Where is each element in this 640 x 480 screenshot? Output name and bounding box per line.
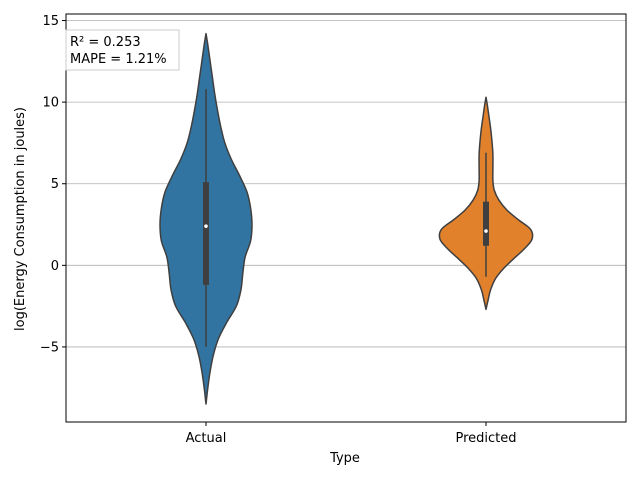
y-axis-label: log(Energy Consumption in joules)	[13, 107, 28, 331]
iqr-box-predicted	[483, 201, 489, 246]
y-tick-label: 5	[51, 177, 59, 192]
y-tick-label: 15	[42, 14, 59, 29]
x-tick-label: Predicted	[455, 431, 516, 446]
x-axis-label: Type	[329, 451, 360, 466]
gridlines	[66, 20, 626, 348]
violins	[159, 32, 534, 405]
annotation-line-mape: MAPE = 1.21%	[70, 52, 167, 67]
plot-frame	[65, 13, 627, 423]
y-tick-label: 10	[42, 96, 59, 111]
inner-boxes	[203, 89, 489, 347]
x-tick-label: Actual	[186, 431, 227, 446]
median-dot-actual	[204, 224, 208, 228]
median-dot-predicted	[484, 229, 488, 233]
annotation-box	[65, 29, 180, 71]
stats-annotation: R² = 0.253 MAPE = 1.21%	[65, 29, 180, 71]
annotation-line-r2: R² = 0.253	[70, 35, 141, 50]
axes: −5 0 5 10 15 Actual Predicted	[40, 13, 627, 446]
y-tick-label: −5	[40, 340, 59, 355]
y-tick-label: 0	[51, 259, 59, 274]
iqr-box-actual	[203, 182, 209, 285]
